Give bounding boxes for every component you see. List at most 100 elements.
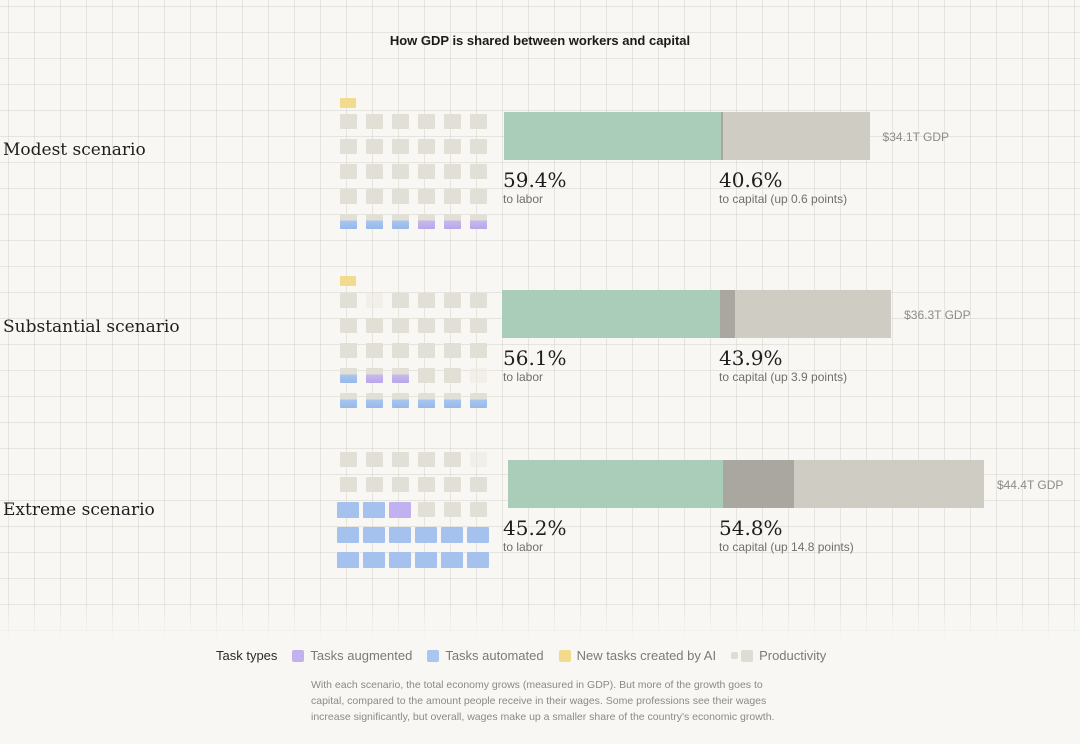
legend-item-augmented: Tasks augmented bbox=[292, 648, 412, 663]
waffle-cell-automated bbox=[418, 393, 435, 408]
waffle-cell-productivity bbox=[340, 114, 357, 129]
waffle-cell-full-automated bbox=[363, 552, 385, 568]
waffle-cell-productivity bbox=[392, 139, 409, 154]
labor-sub-label: to labor bbox=[503, 370, 544, 384]
waffle-cell-productivity bbox=[392, 164, 409, 179]
waffle-cell-productivity bbox=[470, 318, 487, 333]
legend-item-automated: Tasks automated bbox=[427, 648, 544, 663]
waffle-cell-productivity bbox=[444, 164, 461, 179]
waffle-cell-automated bbox=[444, 393, 461, 408]
waffle-cell-productivity bbox=[340, 477, 357, 492]
waffle-cell-productivity bbox=[444, 343, 461, 358]
capital-percent-label: 43.9% bbox=[719, 346, 783, 370]
capital-percent-label: 40.6% bbox=[719, 168, 783, 192]
waffle-cell-productivity bbox=[470, 114, 487, 129]
capital-increase-bar-segment bbox=[723, 460, 794, 508]
footnote: With each scenario, the total economy gr… bbox=[311, 679, 775, 723]
waffle-cell-productivity bbox=[340, 139, 357, 154]
legend-label: Productivity bbox=[759, 648, 827, 663]
capital-sub-label: to capital (up 3.9 points) bbox=[719, 370, 848, 384]
waffle-cell-productivity bbox=[392, 114, 409, 129]
waffle-cell-full-automated bbox=[389, 552, 411, 568]
legend-item-new-tasks: New tasks created by AI bbox=[558, 648, 717, 663]
waffle-cell-augmented bbox=[392, 368, 409, 383]
waffle-cell-productivity bbox=[340, 164, 357, 179]
scenario-row: Substantial scenario $36.3T GDP 56.1% to la… bbox=[0, 273, 1080, 443]
waffle-cell-productivity bbox=[366, 452, 383, 467]
labor-percent-label: 56.1% bbox=[503, 346, 567, 370]
grid-fade bbox=[0, 600, 1080, 744]
waffle-cell-productivity bbox=[418, 477, 435, 492]
waffle-cell-productivity bbox=[418, 368, 435, 383]
chart-title: How GDP is shared between workers and ca… bbox=[389, 33, 691, 48]
waffle-cell-automated bbox=[366, 393, 383, 408]
waffle-cell-full-automated bbox=[415, 527, 437, 543]
labor-bar-segment bbox=[502, 290, 721, 338]
legend-title: Task types bbox=[216, 648, 278, 663]
gdp-label: $44.4T GDP bbox=[996, 478, 1064, 492]
gdp-bar bbox=[502, 290, 892, 338]
gdp-bar bbox=[504, 112, 870, 160]
capital-increase-bar-segment bbox=[720, 290, 736, 338]
productivity-swatch-icon bbox=[741, 649, 754, 662]
waffle-cell-productivity bbox=[418, 452, 435, 467]
labor-sub-label: to labor bbox=[503, 540, 544, 554]
legend-label: New tasks created by AI bbox=[576, 648, 717, 663]
waffle-cell-productivity bbox=[418, 189, 435, 204]
waffle-cell-full-automated bbox=[337, 552, 359, 568]
waffle-cell-automated bbox=[392, 393, 409, 408]
waffle-cell-productivity bbox=[418, 164, 435, 179]
legend-label: Tasks automated bbox=[445, 648, 544, 663]
gdp-bar bbox=[508, 460, 984, 508]
labor-bar-segment bbox=[508, 460, 724, 508]
waffle-cell-productivity bbox=[470, 293, 487, 308]
scenario-row: Modest scenario $34.1T GDP 59.4% to labor 40… bbox=[0, 95, 1080, 265]
capital-sub-label: to capital (up 14.8 points) bbox=[719, 540, 854, 554]
gdp-label: $36.3T GDP bbox=[904, 308, 971, 322]
waffle-cell-productivity bbox=[366, 114, 383, 129]
capital-bar-segment bbox=[793, 460, 984, 508]
waffle-cell-full-automated bbox=[337, 527, 359, 543]
productivity-swatch-icon bbox=[731, 652, 739, 659]
waffle-cell-productivity bbox=[470, 139, 487, 154]
waffle-cell-productivity bbox=[444, 189, 461, 204]
waffle-cell-productivity bbox=[366, 189, 383, 204]
labor-percent-label: 45.2% bbox=[503, 516, 567, 540]
labor-sub-label: to labor bbox=[503, 192, 544, 206]
waffle-cell-productivity bbox=[470, 477, 487, 492]
capital-increase-bar-segment bbox=[721, 112, 724, 160]
waffle-cell-productivity bbox=[340, 293, 357, 308]
waffle-cell-augmented bbox=[418, 214, 435, 229]
augmented-swatch-icon bbox=[292, 649, 305, 662]
waffle-cell-augmented bbox=[444, 214, 461, 229]
waffle-cell-productivity bbox=[392, 477, 409, 492]
waffle-cell-full-automated bbox=[337, 502, 359, 518]
waffle-cell-automated bbox=[470, 393, 487, 408]
waffle-cell-empty bbox=[470, 452, 487, 467]
waffle-cell-productivity bbox=[444, 293, 461, 308]
waffle-cell-productivity bbox=[392, 189, 409, 204]
new-tasks-swatch-icon bbox=[558, 649, 571, 662]
waffle-cell-full-automated bbox=[467, 527, 489, 543]
waffle-cell-productivity bbox=[366, 164, 383, 179]
waffle-cell-productivity bbox=[366, 343, 383, 358]
waffle-cell-automated bbox=[392, 214, 409, 229]
waffle-cell-augmented bbox=[366, 368, 383, 383]
scenario-row: Extreme scenario $44.4T GDP 45.2% to labor 5… bbox=[0, 447, 1080, 617]
waffle-cell-productivity bbox=[340, 452, 357, 467]
waffle-cell-automated bbox=[340, 214, 357, 229]
labor-bar-segment bbox=[504, 112, 722, 160]
waffle-cell-productivity bbox=[418, 114, 435, 129]
waffle-cell-productivity bbox=[444, 139, 461, 154]
capital-sub-label: to capital (up 0.6 points) bbox=[719, 192, 848, 206]
capital-bar-segment bbox=[723, 112, 870, 160]
waffle-cell-full-automated bbox=[441, 552, 463, 568]
capital-percent-label: 54.8% bbox=[719, 516, 783, 540]
waffle-cell-full-automated bbox=[441, 527, 463, 543]
waffle-cell-productivity bbox=[392, 293, 409, 308]
waffle-cell-productivity bbox=[444, 452, 461, 467]
waffle-cell-automated bbox=[366, 214, 383, 229]
waffle-cell-automated bbox=[340, 368, 357, 383]
waffle-cell-productivity bbox=[366, 139, 383, 154]
waffle-cell-productivity bbox=[470, 502, 487, 517]
